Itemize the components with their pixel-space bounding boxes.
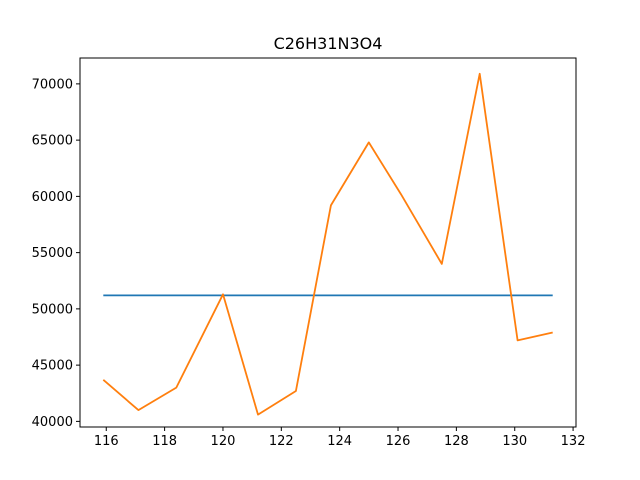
x-tick-label: 130 — [502, 434, 527, 449]
y-tick-label: 70000 — [32, 77, 73, 92]
x-tick-label: 126 — [386, 434, 411, 449]
x-tick-label: 120 — [211, 434, 236, 449]
y-tick-label: 65000 — [32, 134, 73, 149]
x-tick-label: 128 — [444, 434, 469, 449]
x-tick-label: 132 — [561, 434, 586, 449]
x-tick-label: 124 — [327, 434, 352, 449]
y-tick-label: 45000 — [32, 359, 73, 374]
axes-layer: 116 118 120 122 124 126 128 130 132 40000 45000 500… — [32, 57, 586, 449]
y-tick-label: 50000 — [32, 302, 73, 317]
y-tick-label: 60000 — [32, 190, 73, 205]
x-tick-label: 118 — [152, 434, 177, 449]
series-layer — [102, 72, 553, 416]
y-tick-label: 40000 — [32, 415, 73, 430]
x-tick-label: 122 — [269, 434, 294, 449]
chart-title: C26H31N3O4 — [274, 34, 383, 53]
y-tick-label: 55000 — [32, 246, 73, 261]
plot-frame — [79, 57, 577, 428]
x-tick-label: 116 — [94, 434, 119, 449]
series-line-2 — [102, 72, 553, 416]
